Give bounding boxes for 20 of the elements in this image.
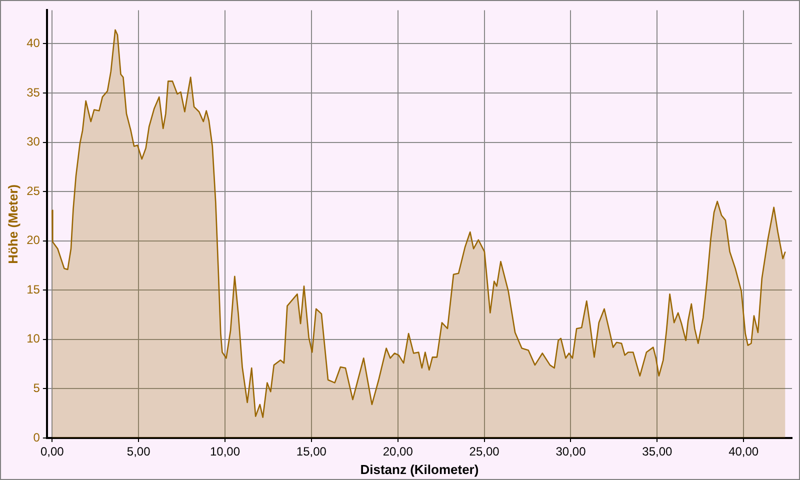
y-tick-label: 20 [26,233,40,248]
x-tick-label: 10,00 [210,444,240,459]
y-tick-label: 15 [26,282,40,296]
y-tick-label: 30 [26,134,40,149]
x-tick-label: 5,00 [126,444,151,459]
y-tick-label: 0 [33,430,40,444]
x-tick-label: 40,00 [728,444,759,459]
y-tick-label: 40 [26,36,40,50]
y-tick-label: 25 [26,184,40,198]
x-axis-title: Distanz (Kilometer) [360,462,479,477]
y-tick-label: 35 [26,85,40,100]
y-tick-label: 5 [33,381,40,396]
x-tick-label: 15,00 [296,444,327,459]
x-tick-label: 25,00 [469,444,500,459]
x-tick-label: 20,00 [382,444,414,459]
y-tick-label: 10 [26,332,40,346]
y-axis-title: Höhe (Meter) [5,184,20,264]
x-tick-label: 30,00 [556,444,586,459]
x-tick-label: 0,00 [40,444,64,459]
x-tick-label: 35,00 [642,444,673,459]
